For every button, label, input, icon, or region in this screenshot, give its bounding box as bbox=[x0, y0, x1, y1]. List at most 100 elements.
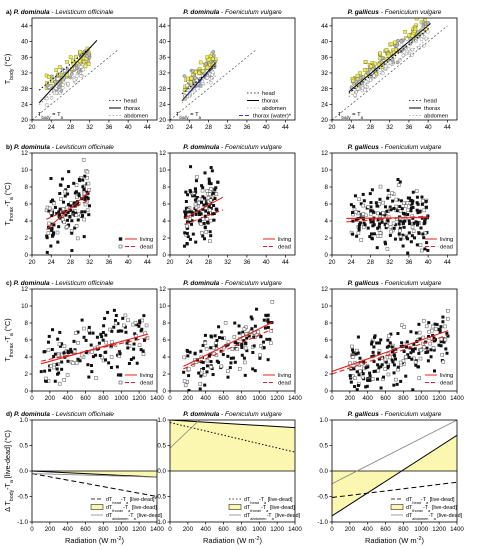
dead-point bbox=[391, 221, 396, 226]
text-part: - Levisticum officinale bbox=[50, 9, 114, 16]
living-point bbox=[197, 371, 201, 375]
living-point bbox=[404, 235, 408, 239]
x-tick-label: 40 bbox=[425, 259, 432, 266]
living-point bbox=[250, 327, 254, 331]
legend-dthorax-swatch bbox=[90, 504, 104, 510]
living-point bbox=[424, 351, 428, 355]
living-point bbox=[112, 325, 116, 329]
text-part: -T bbox=[121, 497, 127, 503]
text-part: P. dominula bbox=[14, 411, 50, 418]
thorax-point bbox=[410, 34, 415, 38]
legend: dThead-Ta [live-dead]*dTthorax-Ta [live-… bbox=[90, 497, 163, 521]
text-part: thorax bbox=[412, 508, 423, 513]
living-point bbox=[406, 237, 410, 241]
dead-point bbox=[353, 376, 357, 380]
thorax-point bbox=[414, 18, 419, 21]
x-tick-label: 32 bbox=[386, 124, 393, 131]
living-point bbox=[372, 232, 376, 236]
dead-point bbox=[205, 189, 210, 193]
text-part: thorax bbox=[9, 206, 15, 221]
living-point bbox=[400, 341, 404, 345]
living-point bbox=[393, 237, 397, 241]
living-point bbox=[386, 219, 390, 223]
legend-dthorax-swatch bbox=[390, 504, 404, 510]
living-point bbox=[349, 376, 353, 380]
living-point bbox=[44, 379, 48, 383]
series-line-thorax--water-- bbox=[181, 64, 217, 102]
living-point bbox=[182, 244, 186, 248]
text-part: - Levisticum officinale bbox=[50, 144, 114, 151]
panel-b-1: b) P. dominula - Levisticum officinale20… bbox=[6, 144, 158, 266]
head-point bbox=[394, 44, 399, 48]
dead-point bbox=[240, 332, 245, 337]
text-part: - Foeniculum vulgare bbox=[219, 411, 282, 418]
living-point bbox=[392, 371, 396, 375]
y-tick-label: 10 bbox=[159, 303, 166, 310]
living-point bbox=[83, 174, 87, 178]
living-point bbox=[355, 388, 359, 391]
living-point bbox=[407, 231, 411, 235]
dead-point bbox=[402, 235, 406, 240]
text-part: dT bbox=[106, 505, 113, 511]
y-tick-label: -1.0 bbox=[155, 519, 166, 526]
dead-point bbox=[434, 327, 438, 332]
y-tick-label: 6 bbox=[325, 337, 329, 344]
x-tick-label: 28 bbox=[205, 124, 212, 131]
dead-point bbox=[182, 355, 187, 360]
legend-label-dhead: dThead-Ta [live-dead] bbox=[406, 497, 455, 505]
dead-point bbox=[421, 199, 425, 203]
text-part: ) bbox=[121, 536, 124, 545]
living-point bbox=[441, 320, 445, 324]
living-point bbox=[66, 192, 70, 196]
living-point bbox=[53, 379, 57, 383]
thorax-point bbox=[351, 78, 355, 83]
abdomen-point bbox=[352, 87, 357, 92]
y-tick-label: 0.5 bbox=[19, 443, 28, 450]
living-point bbox=[134, 337, 138, 341]
x-axis-title: Radiation (W m-2) bbox=[65, 536, 124, 545]
living-point bbox=[139, 329, 143, 333]
living-point bbox=[412, 342, 416, 346]
living-point bbox=[233, 321, 237, 325]
living-point bbox=[353, 407, 356, 410]
legend-label-dabdomen: dTabdomen-Ta [live-dead] bbox=[406, 513, 463, 521]
living-point bbox=[194, 209, 198, 213]
dead-point bbox=[198, 382, 203, 386]
living-point bbox=[213, 187, 217, 191]
panel-c-1: c) P. dominula - Levisticum officinale 0 2… bbox=[6, 280, 164, 402]
series-line-thorax bbox=[348, 23, 431, 93]
living-point bbox=[372, 223, 376, 227]
dead-point bbox=[398, 209, 403, 213]
y-tick-label: 36 bbox=[21, 54, 28, 61]
living-point bbox=[216, 180, 220, 184]
dead-point bbox=[199, 222, 203, 226]
y-tick-label: 2 bbox=[25, 371, 29, 378]
x-tick-label: 32 bbox=[224, 124, 231, 131]
y-tick-label: 44 bbox=[159, 23, 166, 30]
y-tick-label: -0.5 bbox=[17, 494, 28, 501]
living-point bbox=[72, 181, 76, 185]
dead-point bbox=[259, 344, 263, 348]
living-point bbox=[412, 221, 416, 225]
y-tick-label: 12 bbox=[159, 286, 166, 293]
living-point bbox=[369, 201, 373, 205]
text-part: a bbox=[434, 516, 437, 521]
living-point bbox=[142, 338, 146, 342]
legend: living dead bbox=[263, 373, 291, 387]
dead-point bbox=[394, 377, 398, 382]
living-point bbox=[378, 222, 382, 226]
living-point bbox=[445, 351, 449, 355]
living-point bbox=[408, 196, 412, 200]
living-point bbox=[185, 220, 189, 224]
living-point bbox=[384, 242, 388, 246]
head-point bbox=[191, 69, 195, 73]
living-point bbox=[191, 232, 195, 236]
y-tick-label: 0.0 bbox=[157, 468, 166, 475]
x-tick-label: 200 bbox=[45, 526, 56, 533]
living-point bbox=[375, 341, 379, 345]
living-point bbox=[355, 370, 359, 374]
living-point bbox=[135, 361, 139, 365]
living-point bbox=[424, 199, 428, 203]
head-point bbox=[198, 83, 203, 88]
living-point bbox=[201, 360, 205, 364]
